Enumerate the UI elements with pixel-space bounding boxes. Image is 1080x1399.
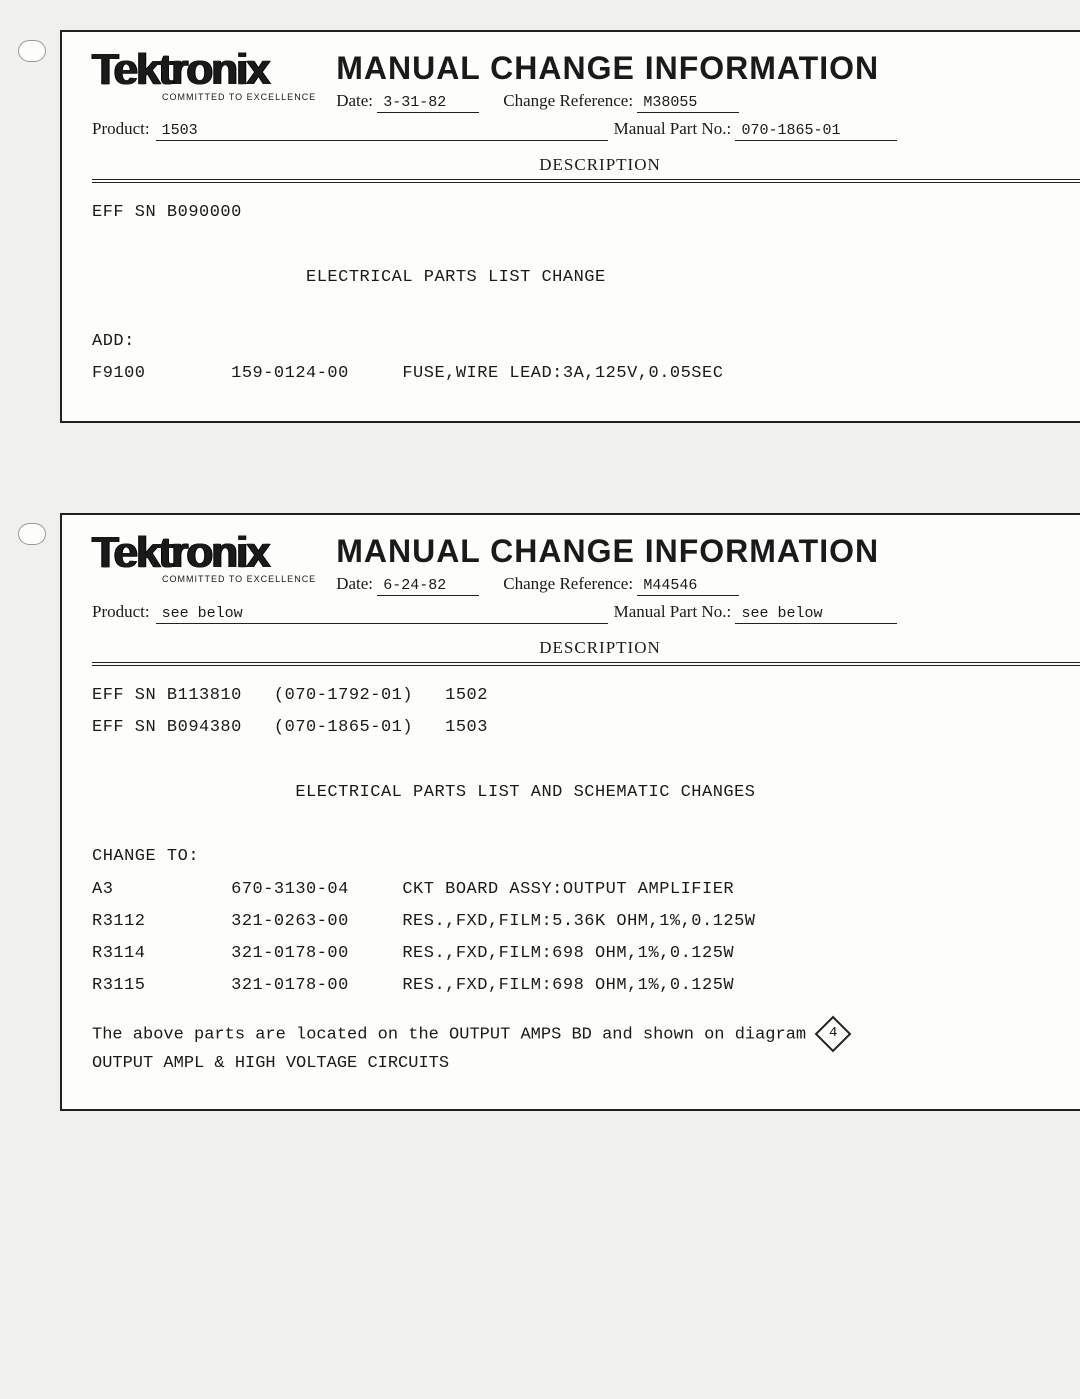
body-line: F9100 159-0124-00 FUSE,WIRE LEAD:3A,125V… <box>92 364 723 383</box>
meta-line: Date: 6-24-82 Change Reference: M44546 <box>336 574 1080 596</box>
body-line: A3 670-3130-04 CKT BOARD ASSY:OUTPUT AMP… <box>92 880 734 899</box>
meta-line: Date: 3-31-82 Change Reference: M38055 <box>336 91 1080 113</box>
change-ref-field: Change Reference: M44546 <box>503 574 739 596</box>
product-line: Product: 1503 Manual Part No.: 070-1865-… <box>92 119 1080 141</box>
date-value: 6-24-82 <box>377 577 479 596</box>
body-line: R3115 321-0178-00 RES.,FXD,FILM:698 OHM,… <box>92 976 734 995</box>
body-text: EFF SN B090000 ELECTRICAL PARTS LIST CHA… <box>92 197 1080 391</box>
body-line: EFF SN B094380 (070-1865-01) 1503 <box>92 718 488 737</box>
body-text: EFF SN B113810 (070-1792-01) 1502 EFF SN… <box>92 680 1080 1003</box>
change-notice-card: Tektronix COMMITTED TO EXCELLENCE MANUAL… <box>60 30 1080 423</box>
manual-part-value: 070-1865-01 <box>735 122 897 141</box>
footnote: The above parts are located on the OUTPU… <box>92 1021 1080 1079</box>
brand-name: Tektronix <box>92 533 316 573</box>
footnote-post: OUTPUT AMPL & HIGH VOLTAGE CIRCUITS <box>92 1054 449 1073</box>
product-value: see below <box>156 605 608 624</box>
body-line: ADD: <box>92 332 135 351</box>
logo-block: Tektronix COMMITTED TO EXCELLENCE <box>92 533 316 585</box>
document-title: MANUAL CHANGE INFORMATION <box>336 50 1080 87</box>
change-ref-field: Change Reference: M38055 <box>503 91 739 113</box>
change-ref-label: Change Reference: <box>503 574 633 593</box>
body-line: EFF SN B113810 (070-1792-01) 1502 <box>92 686 488 705</box>
body-line: EFF SN B090000 <box>92 203 242 222</box>
diagram-diamond-icon: 4 <box>815 1015 852 1052</box>
body-line: R3114 321-0178-00 RES.,FXD,FILM:698 OHM,… <box>92 944 734 963</box>
date-field: Date: 3-31-82 <box>336 91 479 113</box>
product-label: Product: <box>92 119 150 139</box>
brand-name: Tektronix <box>92 50 316 90</box>
date-label: Date: <box>336 574 373 593</box>
body-line: ELECTRICAL PARTS LIST AND SCHEMATIC CHAN… <box>92 783 756 802</box>
section-header: DESCRIPTION <box>92 155 1080 175</box>
title-block: MANUAL CHANGE INFORMATION Date: 6-24-82 … <box>336 533 1080 596</box>
change-ref-label: Change Reference: <box>503 91 633 110</box>
change-notice-card: Tektronix COMMITTED TO EXCELLENCE MANUAL… <box>60 513 1080 1111</box>
title-block: MANUAL CHANGE INFORMATION Date: 3-31-82 … <box>336 50 1080 113</box>
manual-part-label: Manual Part No.: <box>614 119 732 138</box>
diagram-number: 4 <box>829 1022 837 1046</box>
manual-part-value: see below <box>735 605 897 624</box>
header-row: Tektronix COMMITTED TO EXCELLENCE MANUAL… <box>92 50 1080 113</box>
change-ref-value: M38055 <box>637 94 739 113</box>
product-line: Product: see below Manual Part No.: see … <box>92 602 1080 624</box>
date-value: 3-31-82 <box>377 94 479 113</box>
document-title: MANUAL CHANGE INFORMATION <box>336 533 1080 570</box>
double-rule <box>92 662 1080 666</box>
manual-part-field: Manual Part No.: see below <box>614 602 898 624</box>
manual-part-label: Manual Part No.: <box>614 602 732 621</box>
date-label: Date: <box>336 91 373 110</box>
body-line: CHANGE TO: <box>92 847 199 866</box>
product-label: Product: <box>92 602 150 622</box>
body-line: ELECTRICAL PARTS LIST CHANGE <box>92 268 606 287</box>
section-header: DESCRIPTION <box>92 638 1080 658</box>
logo-block: Tektronix COMMITTED TO EXCELLENCE <box>92 50 316 102</box>
punch-hole <box>18 40 46 62</box>
manual-part-field: Manual Part No.: 070-1865-01 <box>614 119 898 141</box>
punch-hole <box>18 523 46 545</box>
double-rule <box>92 179 1080 183</box>
date-field: Date: 6-24-82 <box>336 574 479 596</box>
footnote-pre: The above parts are located on the OUTPU… <box>92 1025 806 1044</box>
header-row: Tektronix COMMITTED TO EXCELLENCE MANUAL… <box>92 533 1080 596</box>
body-line: R3112 321-0263-00 RES.,FXD,FILM:5.36K OH… <box>92 912 756 931</box>
product-value: 1503 <box>156 122 608 141</box>
change-ref-value: M44546 <box>637 577 739 596</box>
